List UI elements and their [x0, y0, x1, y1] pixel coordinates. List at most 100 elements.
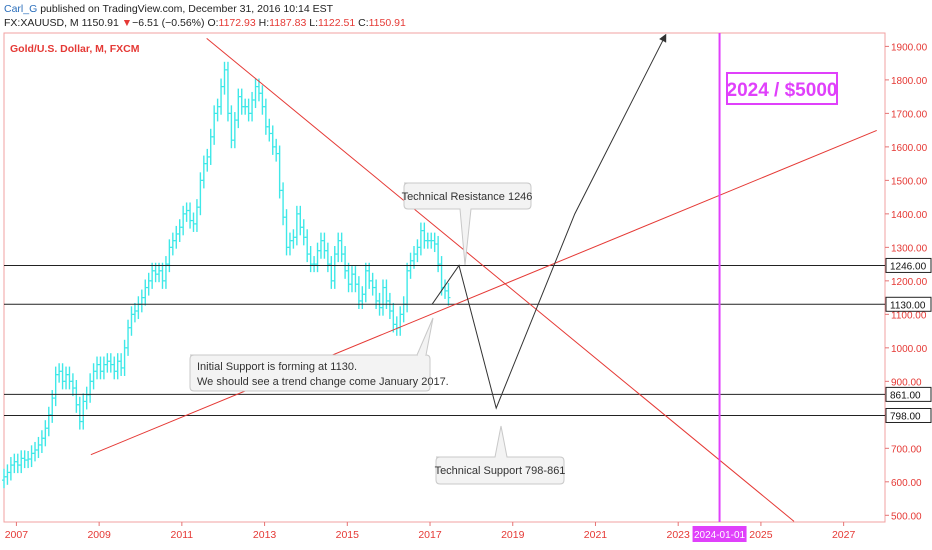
price-bar	[294, 205, 299, 246]
price-bar	[33, 441, 38, 462]
x-tick-label: 2019	[501, 529, 525, 541]
price-bar	[167, 239, 172, 273]
callout-technical-support[interactable]: Technical Support 798-861	[435, 425, 566, 485]
price-bar	[281, 182, 286, 226]
price-bar	[322, 232, 327, 259]
price-bar	[143, 279, 148, 306]
x-tick-label: 2027	[832, 529, 856, 541]
x-tick-label: 2023	[667, 529, 691, 541]
price-bar	[287, 232, 292, 256]
plot-frame	[3, 32, 886, 523]
price-bar	[77, 396, 82, 430]
price-bar	[2, 468, 6, 489]
price-bar	[95, 356, 100, 380]
price-bar	[446, 282, 451, 306]
price-bar	[298, 205, 303, 236]
price-bar	[53, 366, 58, 407]
price-bar	[219, 78, 224, 115]
price-bar	[370, 272, 375, 296]
price-bar	[181, 205, 186, 236]
price-bar	[122, 339, 127, 376]
price-bar	[232, 112, 237, 149]
y-tick-label: 600.00	[891, 478, 922, 489]
author-link[interactable]: Carl_G	[4, 3, 38, 15]
target-label-box[interactable]: 2024 / $5000	[726, 72, 838, 105]
y-tick-label: 1300.00	[891, 243, 928, 254]
price-bar	[405, 262, 410, 313]
price-bar	[387, 292, 392, 320]
price-bar	[225, 61, 230, 122]
y-tick-label: 700.00	[891, 444, 922, 455]
price-bar	[367, 262, 372, 289]
price-bar	[98, 356, 103, 380]
x-tick-label: 2021	[584, 529, 608, 541]
price-bar	[8, 457, 13, 481]
y-tick-label: 1700.00	[891, 109, 928, 120]
date-highlight-tag: 2024-01-01	[692, 526, 747, 542]
callout-initial-support[interactable]: Initial Support is forming at 1130. We s…	[189, 317, 449, 392]
price-bar	[184, 202, 189, 222]
level-price-tag-box	[885, 407, 932, 423]
price-bar	[60, 363, 65, 390]
y-tick-label: 1100.00	[891, 310, 927, 321]
price-bar	[284, 209, 289, 256]
open-value: 1172.93	[218, 17, 256, 29]
date-highlight-label: 2024-01-01	[694, 530, 746, 541]
price-bar	[194, 199, 199, 232]
y-tick-label: 1800.00	[891, 76, 928, 87]
price-bar	[432, 232, 437, 253]
price-bar	[443, 279, 448, 299]
price-bar	[363, 262, 368, 303]
y-tick-label: 1000.00	[891, 344, 928, 355]
price-bar	[198, 172, 203, 216]
callout-support-range-text: Technical Support 798-861	[435, 465, 566, 477]
time-axis[interactable]: 2007 2009 2011 2013 2015 2017 2019 2021 2023 2025…	[5, 522, 856, 542]
price-bar	[415, 239, 420, 263]
x-tick-label: 2009	[87, 529, 111, 541]
price-bar	[91, 363, 96, 390]
price-bar	[239, 88, 244, 115]
y-tick-label: 1600.00	[891, 143, 928, 154]
price-bar	[318, 232, 323, 259]
last-price: 1150.91	[81, 17, 119, 29]
price-bar	[291, 229, 296, 249]
projection-path	[431, 33, 667, 410]
published-text: published on TradingView.com, December 3…	[40, 3, 334, 15]
price-bar	[274, 138, 279, 162]
price-bar	[436, 235, 441, 273]
price-bar	[380, 279, 385, 316]
price-bar	[74, 379, 79, 413]
price-bar	[336, 232, 341, 263]
price-bar	[391, 302, 396, 333]
price-bar	[205, 148, 210, 172]
price-bar	[425, 232, 430, 249]
level-price-tag: 798.00	[885, 407, 932, 423]
level-price-tag-box	[885, 257, 932, 273]
callout-technical-resistance[interactable]: Technical Resistance 1246	[402, 182, 533, 266]
price-bar	[329, 256, 334, 289]
price-bar	[29, 445, 34, 468]
price-bar	[67, 366, 72, 390]
price-bar	[222, 61, 227, 95]
horizontal-levels	[4, 264, 885, 416]
callout-support-text-1: Initial Support is forming at 1130.	[197, 361, 357, 373]
price-bar	[84, 386, 89, 410]
price-bar	[188, 202, 193, 229]
price-bar	[136, 296, 141, 320]
price-axis[interactable]: 500.00600.00700.00800.00900.001000.00110…	[885, 42, 932, 522]
x-tick-label: 2025	[749, 529, 773, 541]
price-bar	[208, 128, 213, 165]
x-tick-label: 2015	[336, 529, 360, 541]
price-change: −6.51 (−0.56%)	[132, 17, 205, 29]
y-tick-label: 1900.00	[891, 42, 928, 53]
level-price-tag-label: 798.00	[890, 411, 921, 422]
price-bar	[19, 450, 24, 474]
price-bar	[305, 229, 310, 263]
x-tick-label: 2013	[253, 529, 277, 541]
price-bar	[353, 266, 358, 293]
price-bar	[339, 232, 344, 263]
price-bar	[191, 212, 196, 232]
price-bar	[126, 319, 131, 356]
price-bar	[343, 246, 348, 279]
